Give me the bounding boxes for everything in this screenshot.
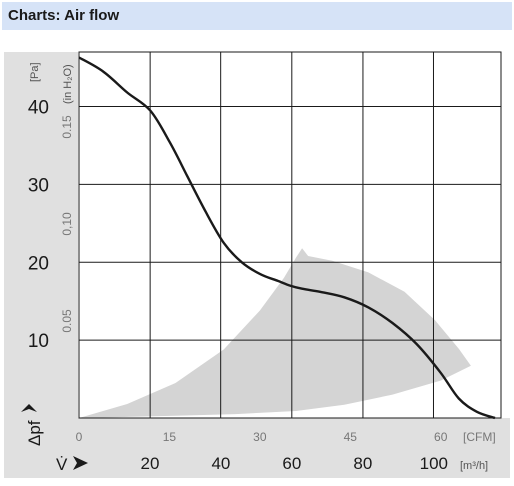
x-unit-m3h: [m³/h] bbox=[460, 460, 488, 472]
x-unit-cfm: [CFM] bbox=[463, 430, 496, 444]
x-axis-symbol: V̇ bbox=[56, 455, 68, 474]
x-tick-label-cfm: 45 bbox=[344, 430, 358, 444]
y-tick-label-pa: 30 bbox=[28, 175, 49, 196]
x-tick-label-m3h: 100 bbox=[420, 454, 448, 473]
x-axis-arrow-icon bbox=[73, 456, 88, 470]
x-tick-label-m3h: 80 bbox=[353, 454, 372, 473]
y-unit-pa: [Pa] bbox=[29, 62, 41, 82]
y-tick-label-pa: 10 bbox=[28, 331, 49, 352]
x-axis-panel bbox=[4, 418, 510, 478]
y-axis-panel bbox=[4, 52, 78, 478]
grid-layer bbox=[78, 51, 502, 419]
x-tick-label-cfm: 0 bbox=[76, 430, 83, 444]
tick-layer: 10 20 30 40 0.05 0,10 0.15 0 15 30 45 60 20 40 60 80 100 bbox=[28, 98, 448, 473]
x-tick-label-cfm: 60 bbox=[434, 430, 448, 444]
x-tick-label-cfm: 30 bbox=[253, 430, 267, 444]
x-tick-label-m3h: 40 bbox=[211, 454, 230, 473]
y-axis-arrow-icon bbox=[21, 404, 37, 412]
x-tick-label-m3h: 20 bbox=[141, 454, 160, 473]
operating-region-layer bbox=[79, 248, 471, 418]
operating-region bbox=[79, 248, 471, 418]
y-tick-label-pa: 40 bbox=[28, 98, 49, 119]
x-tick-label-m3h: 60 bbox=[282, 454, 301, 473]
y-tick-label-inh2o: 0.05 bbox=[60, 309, 74, 333]
y-tick-label-inh2o: 0.15 bbox=[60, 115, 74, 139]
pressure-curve bbox=[78, 56, 496, 420]
page-title: Charts: Air flow bbox=[8, 7, 120, 24]
y-unit-inh2o: (in H₂O) bbox=[62, 64, 74, 104]
y-tick-label-inh2o: 0,10 bbox=[60, 212, 74, 236]
x-tick-label-cfm: 15 bbox=[163, 430, 177, 444]
y-tick-label-pa: 20 bbox=[28, 253, 49, 274]
title-bar: Charts: Air flow bbox=[2, 2, 512, 30]
curve-layer bbox=[78, 56, 496, 420]
y-axis-symbol: Δpf bbox=[25, 420, 44, 446]
